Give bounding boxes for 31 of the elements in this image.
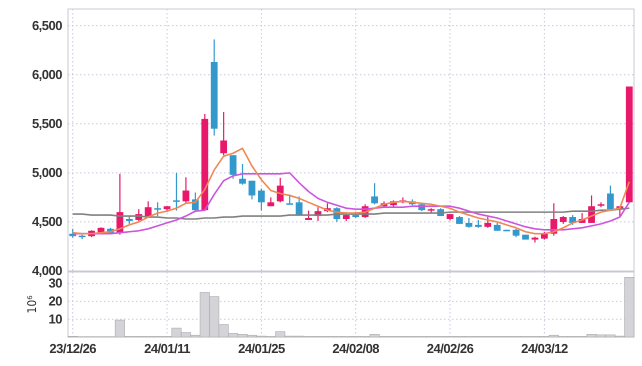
candlestick — [305, 210, 312, 221]
x-tick-label: 24/02/08 — [332, 341, 380, 356]
y-tick-label: 5,000 — [32, 165, 62, 180]
candlestick — [286, 194, 294, 205]
y-tick-label: 6,000 — [32, 66, 62, 82]
candlestick — [182, 176, 190, 204]
candlestick — [239, 163, 246, 186]
x-tick-label: 24/01/11 — [144, 341, 190, 356]
y-tick-label: 4,500 — [32, 214, 62, 230]
y-tick-label: 30 — [48, 276, 62, 291]
candlestick — [484, 216, 492, 228]
candlestick — [466, 217, 472, 228]
candlestick — [248, 180, 256, 200]
y-tick-label: 4,000 — [32, 263, 62, 278]
candlestick — [173, 172, 180, 212]
y-tick-label: 6,500 — [32, 18, 62, 33]
y-tick-label: 10 — [48, 311, 62, 326]
candlestick — [220, 111, 228, 156]
y-axis-title: 10⁶ — [25, 295, 39, 314]
candlestick — [371, 182, 378, 205]
x-tick-label: 23/12/26 — [49, 341, 96, 356]
x-tick-label: 24/03/12 — [521, 341, 568, 356]
y-tick-label: 20 — [48, 294, 62, 309]
candlestick — [154, 202, 162, 217]
candlestick — [230, 154, 236, 180]
candlestick — [258, 188, 265, 212]
y-tick-label: 5,500 — [32, 116, 62, 131]
candlestick — [296, 196, 303, 216]
x-tick-label: 24/02/26 — [426, 341, 474, 356]
x-tick-label: 24/01/25 — [238, 341, 285, 356]
candlestick — [607, 185, 614, 211]
